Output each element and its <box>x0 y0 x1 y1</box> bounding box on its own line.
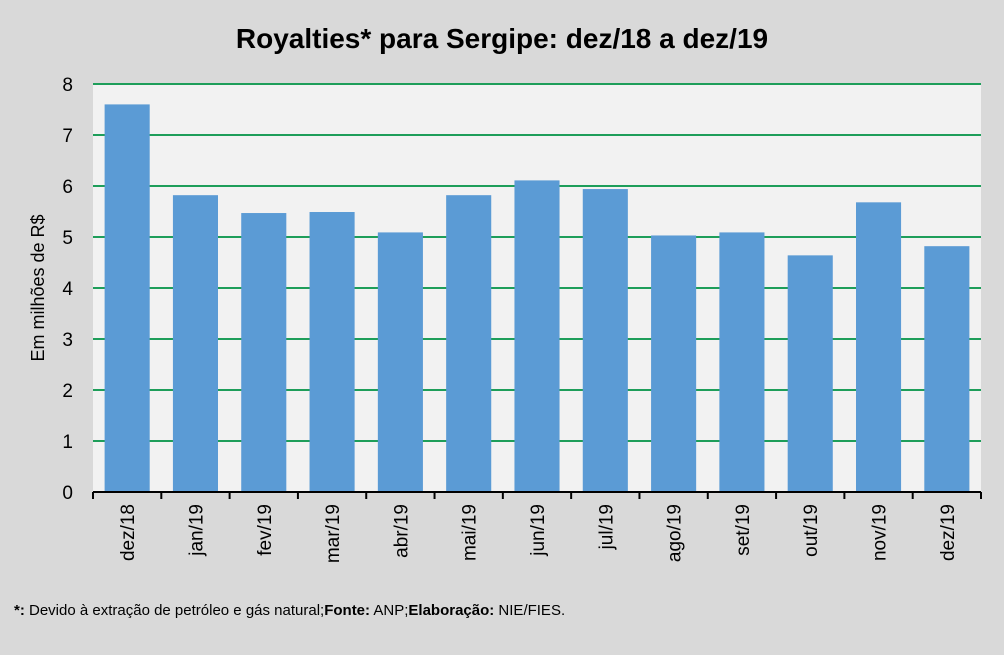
x-axis <box>92 491 982 499</box>
chart-title: Royalties* para Sergipe: dez/18 a dez/19 <box>236 23 768 54</box>
y-tick-label: 8 <box>62 75 73 96</box>
bar <box>172 195 219 492</box>
footnote-elab-label: Elaboração: <box>408 602 495 619</box>
x-tick-label: fev/19 <box>255 504 276 556</box>
y-tick-label: 1 <box>62 432 73 453</box>
x-tick-label: jun/19 <box>528 504 549 557</box>
bar <box>446 195 492 492</box>
x-tick-label: mar/19 <box>323 504 344 563</box>
footnote-source-value: ANP; <box>370 602 409 619</box>
x-tick-label: nov/19 <box>870 504 891 561</box>
bars <box>104 104 970 493</box>
y-tick-label: 2 <box>62 381 73 402</box>
x-tick-label: abr/19 <box>391 504 412 558</box>
y-tick-label: 5 <box>62 228 73 249</box>
y-tick-label: 6 <box>62 177 73 198</box>
x-tick-label: jan/19 <box>186 504 207 557</box>
bar <box>514 180 560 492</box>
footnote-elab-value: NIE/FIES. <box>494 602 566 619</box>
x-tick-label: dez/19 <box>938 504 959 561</box>
footnote-text: Devido à extração de petróleo e gás natu… <box>24 602 325 619</box>
y-tick-label: 4 <box>62 279 73 300</box>
x-tick-label: set/19 <box>733 504 754 556</box>
bar <box>582 189 628 492</box>
bar-chart: Royalties* para Sergipe: dez/18 a dez/19… <box>28 23 982 563</box>
bar <box>104 104 150 493</box>
x-tick-label: out/19 <box>801 504 822 557</box>
y-tick-label: 0 <box>62 483 73 504</box>
y-tick-label: 3 <box>62 330 73 351</box>
bar <box>787 255 833 492</box>
y-axis-label: Em milhões de R$ <box>28 214 48 361</box>
footnote: *: Devido à extração de petróleo e gás n… <box>14 602 565 619</box>
bar <box>855 202 902 492</box>
bar <box>924 246 970 492</box>
footnote-marker: *: <box>14 602 25 619</box>
y-tick-label: 7 <box>62 126 73 147</box>
bar <box>309 212 355 492</box>
x-tick-label: dez/18 <box>118 504 139 561</box>
bar <box>719 232 765 492</box>
bar <box>377 232 423 492</box>
y-axis-ticks: 0 1 2 3 4 5 6 7 8 <box>62 75 73 504</box>
x-axis-ticks: dez/18 jan/19 fev/19 mar/19 abr/19 mai/19 jun/… <box>118 504 959 563</box>
bar <box>241 213 287 492</box>
x-tick-label: ago/19 <box>665 504 686 562</box>
x-tick-label: mai/19 <box>460 504 481 561</box>
x-tick-label: jul/19 <box>596 504 617 550</box>
footnote-source-label: Fonte: <box>324 602 371 619</box>
bar <box>651 235 697 492</box>
